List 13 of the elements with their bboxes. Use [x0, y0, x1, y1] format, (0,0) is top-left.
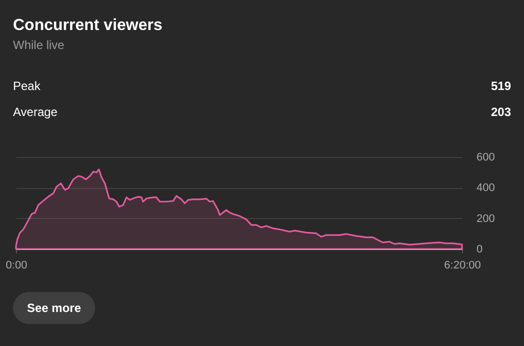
text: 519: [490, 79, 512, 93]
text: Average: [13, 105, 58, 119]
chart-subtitle: While live: [13, 38, 65, 52]
chart-title: Concurrent viewers: [13, 17, 162, 34]
y-tick-label: 400: [476, 182, 495, 194]
y-tick-label: 200: [476, 212, 495, 225]
text: 203: [490, 105, 512, 119]
text: Peak: [13, 79, 42, 93]
y-tick-label: 600: [476, 152, 495, 164]
y-tick-label: 0: [476, 244, 483, 256]
x-tick-label: 0:00: [6, 260, 28, 272]
x-tick-label: 6:20:00: [444, 260, 481, 272]
text: See more: [26, 301, 82, 315]
